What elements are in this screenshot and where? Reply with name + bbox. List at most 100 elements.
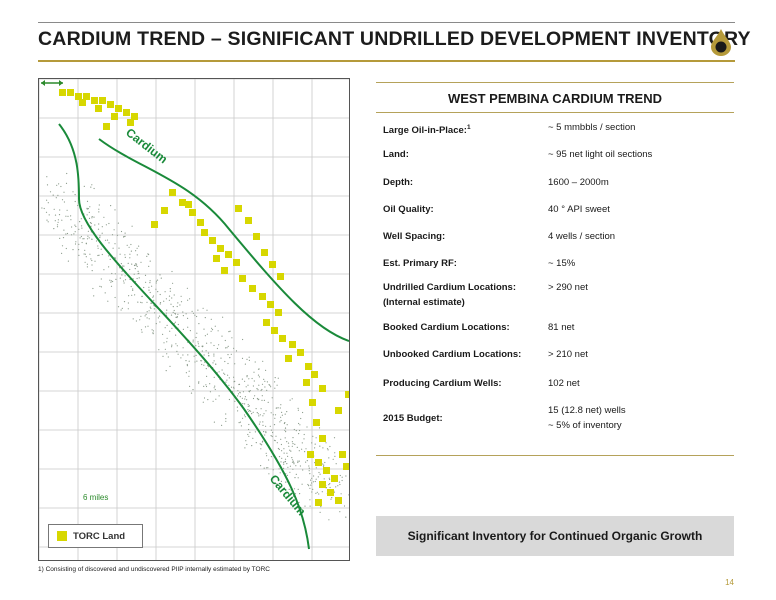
well-dot bbox=[146, 301, 148, 303]
well-dot bbox=[289, 449, 291, 451]
torc-land-block bbox=[235, 205, 242, 212]
well-dot bbox=[214, 325, 216, 327]
well-dot bbox=[203, 364, 205, 366]
well-dot bbox=[123, 280, 125, 282]
well-dot bbox=[100, 248, 102, 250]
well-dot bbox=[312, 481, 315, 483]
well-dot bbox=[191, 310, 193, 312]
well-dot bbox=[266, 389, 268, 391]
well-dot bbox=[238, 383, 240, 386]
well-dot bbox=[46, 176, 48, 178]
well-dot bbox=[110, 280, 112, 282]
well-dot bbox=[182, 311, 184, 313]
well-dot bbox=[233, 386, 235, 388]
well-dot bbox=[216, 347, 218, 350]
well-dot bbox=[306, 426, 308, 428]
legend-swatch bbox=[57, 531, 67, 541]
well-dot bbox=[98, 208, 100, 210]
well-dot bbox=[148, 286, 150, 288]
torc-land-block bbox=[253, 233, 260, 240]
well-dot bbox=[247, 405, 249, 407]
well-dot bbox=[200, 360, 202, 362]
well-dot bbox=[144, 315, 146, 317]
well-dot bbox=[265, 452, 267, 454]
well-dot bbox=[119, 267, 121, 269]
well-dot bbox=[284, 427, 287, 429]
well-dot bbox=[152, 330, 154, 332]
well-dot bbox=[113, 229, 115, 231]
well-dot bbox=[95, 240, 98, 242]
well-dot bbox=[114, 273, 116, 275]
well-dot bbox=[261, 383, 264, 385]
well-dot bbox=[303, 433, 305, 436]
well-dot bbox=[259, 414, 261, 416]
well-dot bbox=[320, 506, 322, 508]
well-dot bbox=[170, 303, 172, 305]
well-dot bbox=[203, 328, 205, 330]
torc-land-block bbox=[323, 467, 330, 474]
fact-value-note: ~ 5% of inventory bbox=[548, 420, 622, 431]
torc-land-block bbox=[307, 451, 314, 458]
well-dot bbox=[107, 300, 109, 302]
torc-land-block bbox=[285, 355, 292, 362]
torc-land-block bbox=[189, 209, 196, 216]
well-dot bbox=[256, 412, 258, 414]
well-dot bbox=[237, 410, 239, 412]
torc-land-block bbox=[99, 97, 106, 104]
well-dot bbox=[171, 327, 173, 329]
well-dot bbox=[61, 252, 63, 254]
well-dot bbox=[153, 299, 155, 301]
well-dot bbox=[284, 413, 286, 415]
well-dot bbox=[91, 217, 93, 219]
well-dot bbox=[169, 288, 171, 290]
well-dot bbox=[280, 416, 282, 418]
torc-land-block bbox=[319, 481, 326, 488]
well-dot bbox=[79, 237, 81, 239]
well-dot bbox=[277, 407, 279, 409]
torc-land-block bbox=[249, 285, 256, 292]
well-dot bbox=[93, 187, 95, 190]
well-dot bbox=[281, 457, 283, 459]
well-dot bbox=[117, 222, 119, 224]
well-dot bbox=[279, 421, 281, 423]
well-dot bbox=[140, 301, 142, 303]
well-dot bbox=[213, 355, 215, 357]
well-dot bbox=[127, 302, 129, 304]
well-dot bbox=[164, 291, 166, 293]
well-dot bbox=[100, 278, 102, 280]
well-dot bbox=[260, 448, 262, 450]
well-dot bbox=[262, 421, 264, 423]
well-dot bbox=[165, 370, 167, 372]
well-dot bbox=[131, 225, 133, 227]
well-dot bbox=[187, 299, 189, 301]
well-dot bbox=[315, 492, 317, 494]
well-dot bbox=[73, 233, 75, 235]
well-dot bbox=[75, 241, 77, 243]
well-dot bbox=[180, 301, 183, 303]
well-dot bbox=[143, 286, 145, 289]
well-dot bbox=[328, 457, 330, 459]
well-dot bbox=[149, 260, 151, 262]
well-dot bbox=[289, 471, 291, 473]
fact-value: 102 net bbox=[548, 378, 580, 389]
torc-land-block bbox=[245, 217, 252, 224]
well-dot bbox=[74, 224, 76, 226]
well-dot bbox=[268, 459, 270, 461]
fact-value: 81 net bbox=[548, 322, 575, 333]
well-dot bbox=[233, 376, 235, 378]
well-dot bbox=[305, 448, 307, 450]
well-dot bbox=[315, 467, 317, 469]
well-dot bbox=[252, 437, 254, 439]
well-dot bbox=[279, 407, 281, 409]
well-dot bbox=[87, 208, 89, 210]
well-dot bbox=[148, 318, 150, 320]
well-dot bbox=[251, 413, 253, 415]
well-dot bbox=[138, 245, 140, 247]
well-dot bbox=[197, 309, 199, 311]
map-legend: TORC Land bbox=[48, 524, 143, 548]
well-dot bbox=[115, 278, 117, 280]
well-dot bbox=[186, 287, 188, 289]
well-dot bbox=[78, 243, 80, 245]
well-dot bbox=[148, 265, 150, 267]
fact-value: 4 wells / section bbox=[548, 231, 616, 242]
